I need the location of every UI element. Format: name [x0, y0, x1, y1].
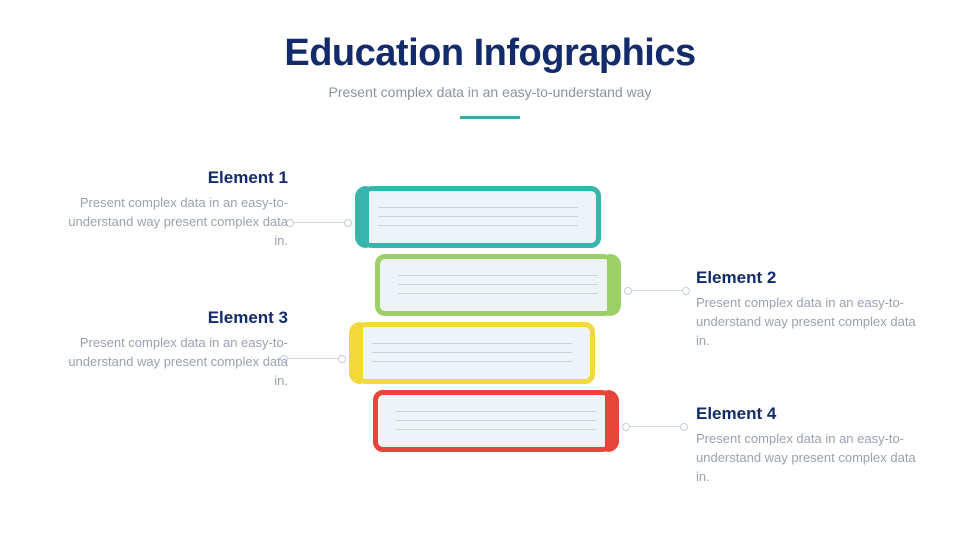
- callout-heading: Element 3: [58, 308, 288, 328]
- book-2: [375, 254, 621, 316]
- callout-desc: Present complex data in an easy-to-under…: [696, 430, 926, 487]
- callout-element-3: Element 3 Present complex data in an eas…: [58, 308, 288, 391]
- callout-element-4: Element 4 Present complex data in an eas…: [696, 404, 926, 487]
- page-subtitle: Present complex data in an easy-to-under…: [0, 84, 980, 100]
- book-pages: [378, 199, 578, 235]
- callout-desc: Present complex data in an easy-to-under…: [58, 194, 288, 251]
- book-spine: [349, 322, 363, 384]
- book-3: [349, 322, 595, 384]
- book-spine: [355, 186, 369, 248]
- leader-line-3: [284, 358, 342, 359]
- book-1: [355, 186, 601, 248]
- book-4: [373, 390, 619, 452]
- page-title: Education Infographics: [0, 32, 980, 75]
- leader-line-4: [626, 426, 684, 427]
- book-pages: [396, 403, 596, 439]
- callout-element-2: Element 2 Present complex data in an eas…: [696, 268, 926, 351]
- leader-line-2: [628, 290, 686, 291]
- callout-heading: Element 1: [58, 168, 288, 188]
- callout-desc: Present complex data in an easy-to-under…: [58, 334, 288, 391]
- callout-element-1: Element 1 Present complex data in an eas…: [58, 168, 288, 251]
- callout-desc: Present complex data in an easy-to-under…: [696, 294, 926, 351]
- callout-heading: Element 2: [696, 268, 926, 288]
- book-spine: [607, 254, 621, 316]
- leader-line-1: [290, 222, 348, 223]
- book-spine: [605, 390, 619, 452]
- accent-underline: [460, 116, 520, 119]
- book-pages: [372, 335, 572, 371]
- stage: Education Infographics Present complex d…: [0, 0, 980, 551]
- book-pages: [398, 267, 598, 303]
- callout-heading: Element 4: [696, 404, 926, 424]
